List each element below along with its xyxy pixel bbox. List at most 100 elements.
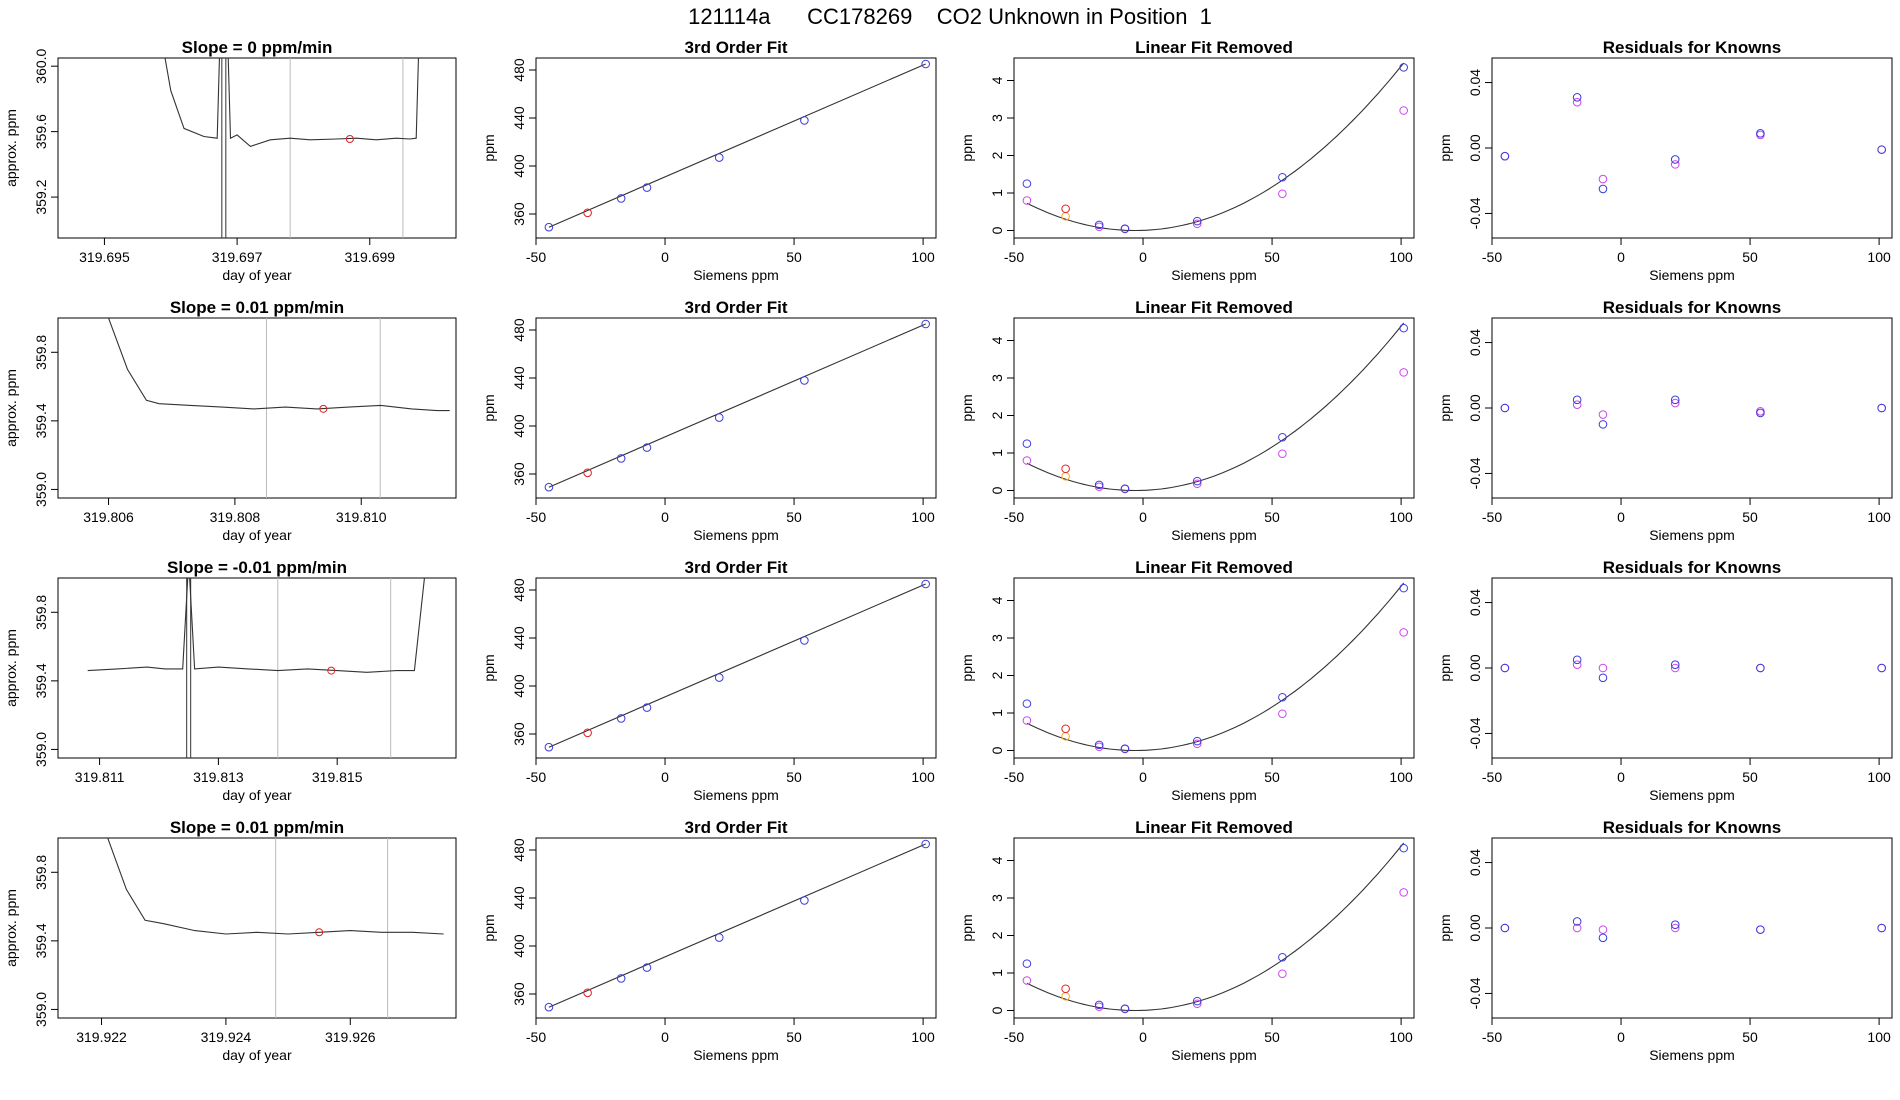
chart-title: Linear Fit Removed [1135,818,1293,837]
point-blue [616,194,626,203]
y-tick-label: 0 [989,226,1005,234]
point-blue [1094,220,1104,230]
point-blue [642,183,652,192]
x-axis-label: Siemens ppm [1171,787,1257,803]
point-magenta [1022,456,1032,465]
point-blue [1399,63,1408,72]
y-tick-label: 359.4 [33,663,49,698]
y-axis-label: ppm [1437,134,1453,161]
ppm-trace [164,58,419,148]
point-magenta [1598,663,1608,673]
fit-line [548,63,926,228]
point-magenta [1022,196,1032,205]
y-tick-label: 1 [989,189,1005,197]
y-axis-label: ppm [481,914,497,941]
x-tick-label: 100 [911,509,935,525]
fit-line [548,583,926,748]
x-axis-label: day of year [222,527,292,543]
x-tick-label: 50 [1264,769,1280,785]
sample-marker [315,928,324,937]
y-axis-label: ppm [481,134,497,161]
page-title: 121114a CC178269 CO2 Unknown in Position… [688,4,1212,29]
point-blue [616,974,626,983]
y-axis-label: ppm [959,394,975,421]
x-axis-label: Siemens ppm [693,267,779,283]
plot-area [164,58,419,238]
plot-area [107,838,444,1018]
y-tick-label: 4 [989,336,1005,344]
y-tick-label: 359.8 [33,335,49,370]
x-tick-label: -50 [1482,769,1502,785]
y-tick-label: 2 [989,411,1005,419]
x-tick-label: 50 [1742,769,1758,785]
plot-area [1022,322,1408,494]
point-blue [1598,420,1608,429]
point-magenta [1572,923,1582,933]
x-tick-label: -50 [1482,509,1502,525]
x-tick-label: 100 [1389,249,1413,265]
point-blue [544,1002,554,1012]
panel-8: Slope = -0.01 ppm/min 319.811 319.813 319.8… [3,558,457,803]
y-tick-label: 360 [511,982,527,1006]
plot-frame [535,577,937,759]
chart-title: Residuals for Knowns [1603,298,1782,317]
sample-marker [327,666,336,675]
y-tick-label: 3 [989,634,1005,642]
y-tick-label: 359.0 [33,992,49,1027]
y-tick-label: -0.04 [1467,717,1483,749]
plot-area [544,59,930,232]
y-tick-label: 0.04 [1467,849,1483,876]
point-magenta [1278,709,1287,719]
point-blue [1877,403,1886,413]
point-blue [1877,145,1886,154]
x-tick-label: 0 [1617,249,1625,265]
chart-title: Linear Fit Removed [1135,558,1293,577]
point-blue [1399,583,1408,593]
point-red [1061,204,1070,214]
y-tick-label: 3 [989,374,1005,382]
fit-curve [1026,322,1405,492]
x-tick-label: 319.926 [325,1029,376,1045]
point-magenta [1670,663,1680,673]
y-tick-label: 359.0 [33,732,49,767]
point-blue [1756,408,1765,418]
point-magenta [1278,189,1287,199]
y-axis-label: ppm [1437,914,1453,941]
x-tick-label: -50 [1482,249,1502,265]
y-tick-label: 0.00 [1467,394,1483,421]
point-blue [616,714,626,723]
y-tick-label: 0 [989,486,1005,494]
point-blue [714,153,724,162]
x-tick-label: 100 [911,769,935,785]
point-blue [1278,692,1287,702]
y-axis-label: approx. ppm [3,109,19,187]
chart-title: Residuals for Knowns [1603,818,1782,837]
point-red [1061,724,1070,734]
point-magenta [1572,400,1582,410]
x-tick-label: -50 [526,1029,546,1045]
chart-title: Slope = 0 ppm/min [182,38,333,57]
plot-area [1022,62,1408,234]
panel-4: Slope = 0.01 ppm/min 319.806 319.808 319.81… [3,298,457,543]
y-tick-label: 0.04 [1467,329,1483,356]
x-tick-label: -50 [526,509,546,525]
point-blue [1670,660,1680,670]
x-axis-label: Siemens ppm [1649,527,1735,543]
chart-title: 3rd Order Fit [685,558,788,577]
chart-title: Residuals for Knowns [1603,558,1782,577]
y-tick-label: 440 [511,106,527,130]
y-axis-label: ppm [959,134,975,161]
y-tick-label: 359.2 [33,179,49,214]
point-blue [616,454,626,463]
fit-curve [1026,582,1405,752]
ppm-trace [87,578,425,673]
point-blue [1094,740,1104,750]
y-tick-label: 359.0 [33,472,49,507]
x-tick-label: -50 [526,769,546,785]
x-tick-label: -50 [1004,249,1024,265]
y-tick-label: 0.00 [1467,654,1483,681]
point-magenta [1670,398,1680,408]
x-tick-label: 100 [1867,249,1891,265]
plot-area [1022,582,1408,754]
x-tick-label: 319.806 [83,509,134,525]
